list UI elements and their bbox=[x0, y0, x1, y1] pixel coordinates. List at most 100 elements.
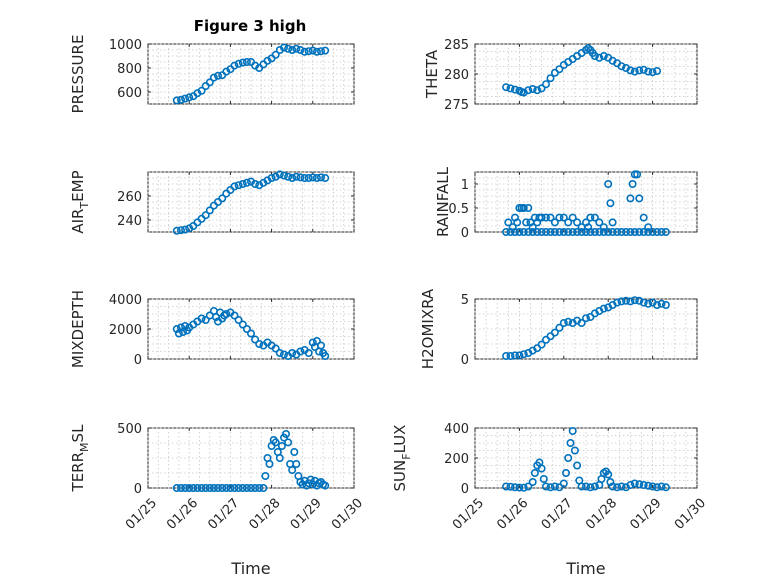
data-point bbox=[292, 172, 301, 181]
y-tick-label: 1 bbox=[461, 178, 469, 193]
data-point bbox=[590, 51, 599, 60]
data-point bbox=[604, 470, 613, 479]
data-point bbox=[626, 480, 635, 489]
data-point bbox=[621, 296, 630, 305]
data-point bbox=[555, 213, 564, 222]
data-point bbox=[546, 228, 555, 237]
data-point bbox=[288, 45, 297, 54]
data-point bbox=[277, 441, 286, 450]
data-point bbox=[566, 438, 575, 447]
data-point bbox=[590, 213, 599, 222]
data-point bbox=[234, 315, 243, 324]
data-point bbox=[577, 228, 586, 237]
data-point bbox=[218, 194, 227, 203]
data-point bbox=[238, 320, 247, 329]
axes-frame bbox=[147, 427, 355, 489]
y-axis-label: MIXDEPTH bbox=[69, 290, 87, 368]
data-point bbox=[568, 426, 577, 435]
data-point bbox=[255, 483, 264, 492]
data-point bbox=[251, 483, 260, 492]
data-point bbox=[537, 228, 546, 237]
data-point bbox=[308, 46, 317, 55]
data-point bbox=[599, 51, 608, 60]
data-point bbox=[197, 314, 206, 323]
data-point bbox=[230, 483, 239, 492]
data-point bbox=[604, 180, 613, 189]
data-point bbox=[644, 481, 653, 490]
y-tick-label: 500 bbox=[117, 422, 142, 437]
data-point bbox=[279, 171, 288, 180]
data-point bbox=[528, 228, 537, 237]
data-point bbox=[613, 483, 622, 492]
data-point bbox=[214, 71, 223, 80]
data-point bbox=[205, 206, 214, 215]
data-point bbox=[172, 483, 181, 492]
y-tick-label: 200 bbox=[444, 452, 469, 467]
data-point bbox=[573, 461, 582, 470]
data-point bbox=[657, 299, 666, 308]
data-point bbox=[316, 47, 325, 56]
data-point bbox=[604, 228, 613, 237]
subplot-6: 0 5 H2OMIXRA bbox=[419, 288, 698, 369]
data-point bbox=[555, 323, 564, 332]
data-point bbox=[613, 228, 622, 237]
data-point bbox=[218, 483, 227, 492]
subplot-5: 0 2000 4000 MIXDEPTH bbox=[69, 290, 355, 368]
subplot-3: 240 260 AIRTEMP bbox=[69, 170, 355, 235]
data-point bbox=[279, 43, 288, 52]
data-point bbox=[630, 228, 639, 237]
data-point bbox=[657, 482, 666, 491]
data-point bbox=[214, 483, 223, 492]
y-axis-label: PRESSURE bbox=[69, 35, 87, 114]
data-point bbox=[590, 482, 599, 491]
data-point bbox=[275, 170, 284, 179]
data-point bbox=[661, 300, 670, 309]
x-tick-label: 01/27 bbox=[539, 496, 576, 533]
data-point bbox=[502, 228, 511, 237]
data-point bbox=[226, 483, 235, 492]
data-point bbox=[639, 480, 648, 489]
data-point bbox=[205, 483, 214, 492]
data-point bbox=[321, 174, 330, 183]
data-point bbox=[639, 213, 648, 222]
data-point bbox=[506, 482, 515, 491]
data-point bbox=[586, 483, 595, 492]
data-point bbox=[181, 321, 190, 330]
data-point bbox=[177, 226, 186, 235]
data-point bbox=[644, 228, 653, 237]
data-point bbox=[644, 299, 653, 308]
data-point bbox=[537, 213, 546, 222]
data-point bbox=[197, 483, 206, 492]
y-tick-label: 0 bbox=[134, 482, 142, 497]
data-point bbox=[510, 351, 519, 360]
data-point bbox=[234, 59, 243, 68]
y-axis-label: TERRMSL bbox=[69, 424, 91, 493]
data-point bbox=[559, 318, 568, 327]
data-point bbox=[648, 68, 657, 77]
data-point bbox=[292, 44, 301, 53]
data-point bbox=[630, 296, 639, 305]
data-point bbox=[515, 228, 524, 237]
data-point bbox=[321, 481, 330, 490]
x-tick-label: 01/27 bbox=[205, 496, 242, 533]
y-tick-label: 4000 bbox=[109, 293, 142, 308]
data-point bbox=[648, 228, 657, 237]
data-point bbox=[201, 315, 210, 324]
data-point bbox=[515, 483, 524, 492]
data-point bbox=[652, 67, 661, 76]
data-point bbox=[590, 228, 599, 237]
data-point bbox=[628, 180, 637, 189]
data-point bbox=[197, 86, 206, 95]
data-point bbox=[284, 438, 293, 447]
data-point bbox=[595, 218, 604, 227]
data-point bbox=[316, 341, 325, 350]
data-point bbox=[608, 228, 617, 237]
data-point bbox=[321, 46, 330, 55]
data-point bbox=[630, 479, 639, 488]
data-point bbox=[530, 468, 539, 477]
data-point bbox=[177, 95, 186, 104]
data-point bbox=[288, 174, 297, 183]
data-point bbox=[312, 174, 321, 183]
series-points bbox=[502, 426, 670, 492]
